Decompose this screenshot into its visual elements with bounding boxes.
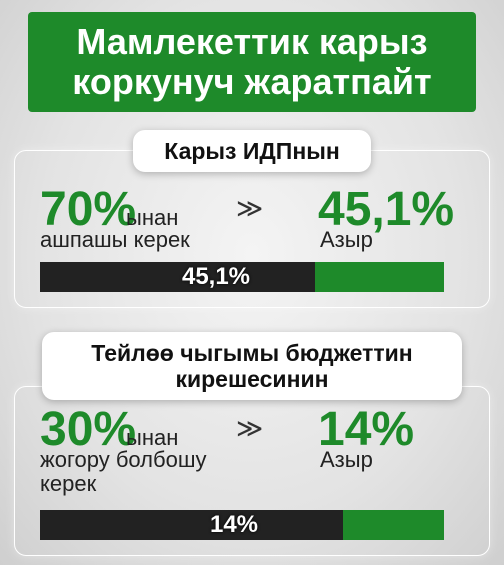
double-chevron-right-icon: ≫ (236, 414, 264, 444)
service-cost-title-line-1: Тейлөө чыгымы бюджеттин (91, 340, 413, 366)
service-limit-caption-line-2: керек (40, 471, 97, 496)
service-current-caption: Азыр (320, 447, 373, 472)
service-progress-label: 14% (209, 511, 259, 538)
service-limit-suffix: ынан (126, 425, 179, 450)
debt-progress-label: 45,1% (181, 263, 251, 290)
debt-progress-bar: 45,1% (40, 262, 444, 292)
headline-banner: Мамлекеттик карыз коркунуч жаратпайт (28, 12, 476, 112)
debt-gdp-title: Карыз ИДПнын (133, 130, 371, 172)
service-cost-title-line-2: кирешесинин (175, 366, 329, 392)
debt-current-value: 45,1% (318, 183, 455, 236)
service-progress-bar: 14% (40, 510, 444, 540)
debt-progress-fill (40, 262, 315, 292)
double-chevron-right-icon: ≫ (236, 194, 264, 224)
service-cost-title: Тейлөө чыгымы бюджеттин кирешесинин (42, 332, 462, 400)
headline-line-2: коркунуч жаратпайт (72, 61, 432, 102)
service-current-value: 14% (318, 403, 415, 456)
debt-limit-value: 70% (40, 183, 137, 236)
headline-line-1: Мамлекеттик карыз (76, 21, 428, 62)
debt-limit-suffix: ынан (126, 205, 179, 230)
service-limit-caption-line-1: жогору болбошу (40, 447, 207, 472)
debt-current-caption: Азыр (320, 227, 373, 252)
service-limit-value: 30% (40, 403, 137, 456)
debt-limit-caption: ашпашы керек (40, 227, 190, 252)
service-progress-fill (40, 510, 343, 540)
